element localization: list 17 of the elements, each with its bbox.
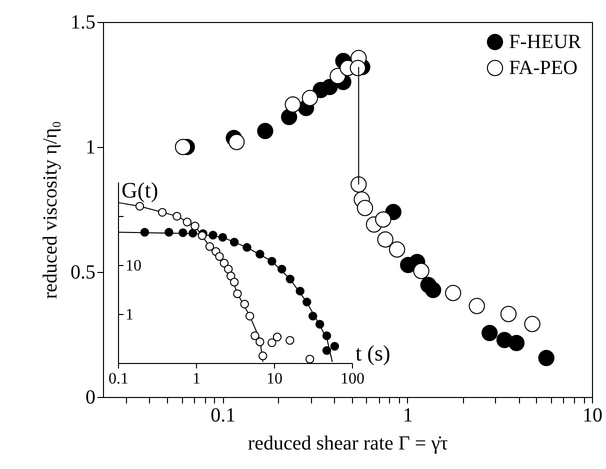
legend-label: F-HEUR bbox=[509, 31, 582, 53]
x-tick-label: 0.1 bbox=[210, 404, 236, 426]
x-axis-title: reduced shear rate Γ = γ̇τ bbox=[248, 432, 448, 454]
y-axis-title: G(t) bbox=[122, 178, 158, 202]
x-tick-label: 1 bbox=[192, 370, 200, 388]
y-tick-label: 0 bbox=[86, 386, 96, 408]
x-tick-label: 100 bbox=[340, 370, 364, 388]
x-tick-label: 10 bbox=[582, 404, 602, 426]
x-tick-label: 10 bbox=[266, 370, 282, 388]
y-tick-label: 1.5 bbox=[70, 12, 96, 34]
legend-label: FA-PEO bbox=[509, 57, 578, 79]
y-tick-label: 0.5 bbox=[70, 262, 96, 284]
y-tick-label: 1 bbox=[86, 136, 96, 158]
x-tick-label: 1 bbox=[402, 404, 413, 426]
y-axis-title: reduced viscosity η/η₀ bbox=[40, 121, 62, 299]
x-axis-title: t (s) bbox=[356, 340, 390, 366]
x-tick-label: 0.1 bbox=[108, 370, 128, 388]
